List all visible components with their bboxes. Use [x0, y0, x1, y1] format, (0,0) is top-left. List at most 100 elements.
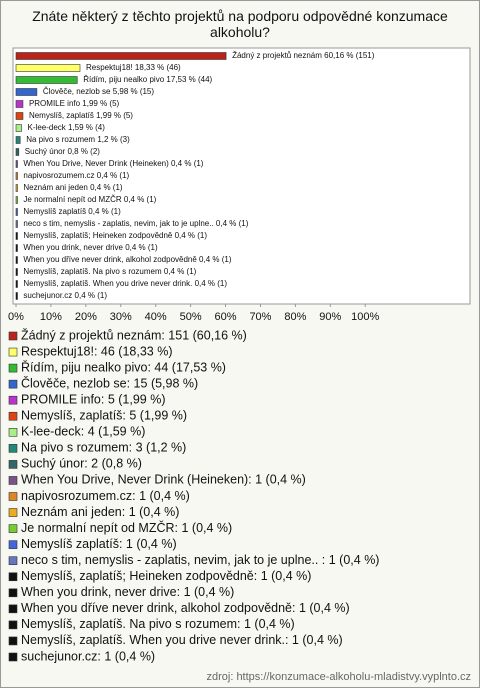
legend-marker: [8, 604, 18, 614]
data-label: napivosrozumem.cz 0,4 % (1): [23, 171, 129, 180]
legend-marker: [8, 524, 18, 533]
bar: [15, 88, 38, 96]
legend-label: Nemyslíš, zaplatíš: 5 (1,99 %): [21, 409, 187, 423]
legend-label: Člověče, nezlob se: 15 (5,98 %): [21, 375, 198, 390]
legend-label: When you drink, never drive: 1 (0,4 %): [21, 585, 234, 599]
bar: [15, 136, 21, 144]
x-tick-label: 50%: [180, 311, 202, 323]
legend-marker: [8, 363, 18, 373]
legend-label: Nemyslíš, zaplatíš. Na pivo s rozumem: 1…: [21, 617, 295, 631]
bar: [15, 124, 22, 132]
legend-label: Řídím, piju nealko pivo: 44 (17,53 %): [21, 359, 226, 374]
bar: [15, 268, 18, 276]
legend-marker: [8, 652, 18, 662]
x-tick-label: 20%: [75, 311, 97, 323]
legend-marker: [8, 556, 18, 566]
plot-area: [12, 47, 471, 305]
data-label: Neznám ani jeden 0,4 % (1): [23, 183, 123, 192]
bar: [15, 256, 18, 264]
legend-marker: [8, 540, 18, 549]
legend-label: Suchý únor: 2 (0,8 %): [21, 457, 142, 471]
data-label: Je normalní nepít od MZČR 0,4 % (1): [23, 195, 156, 204]
legend-label: napivosrozumem.cz: 1 (0,4 %): [21, 489, 190, 503]
x-tick-label: 30%: [110, 311, 132, 323]
x-tick-label: 90%: [319, 311, 341, 323]
legend-marker: [8, 492, 18, 501]
legend-label: Nemyslíš zaplatíš: 1 (0,4 %): [21, 537, 177, 551]
legend-label: PROMILE info: 5 (1,99 %): [21, 392, 166, 406]
legend-marker: [8, 620, 18, 630]
data-label: Suchý únor 0,8 % (2): [25, 147, 100, 156]
data-label: When you drink, never drive 0,4 % (1): [23, 243, 158, 252]
data-label: Nemyslíš, zaplatíš. Na pivo s rozumem 0,…: [23, 267, 196, 276]
bar: [15, 208, 18, 216]
data-label: Nemyslíš, zaplatíš. When you drive never…: [23, 279, 227, 288]
data-label: Nemyslíš zaplatíš 0,4 % (1): [23, 207, 121, 216]
data-label: Žádný z projektů neznám 60,16 % (151): [232, 51, 375, 60]
legend-label: Neznám ani jeden: 1 (0,4 %): [21, 505, 179, 519]
legend-marker: [8, 411, 18, 421]
data-label: Nemyslíš, zaplatíš 1,99 % (5): [29, 111, 133, 120]
legend-marker: [8, 460, 18, 469]
data-label: K-lee-deck 1,59 % (4): [28, 123, 106, 132]
data-label: neco s tim, nemyslis - zaplatis, nevim, …: [23, 219, 248, 228]
bar: [15, 112, 24, 120]
legend-label: K-lee-deck: 4 (1,59 %): [21, 425, 145, 439]
legend-label: Nemyslíš, zaplatíš; Heineken zodpovědně:…: [21, 569, 311, 583]
bar: [15, 292, 18, 300]
legend-label: Nemyslíš, zaplatíš. When you drive never…: [21, 633, 343, 647]
legend-marker: [8, 379, 18, 389]
data-label: Člověče, nezlob se 5,98 % (15): [43, 87, 155, 96]
bar: [15, 232, 18, 240]
data-label: When you dříve never drink, alkohol zodp…: [23, 255, 231, 264]
legend-marker: [8, 395, 18, 405]
legend-marker: [8, 636, 18, 646]
legend-label: Žádný z projektů neznám: 151 (60,16 %): [21, 327, 247, 342]
source: zdroj: https://konzumace-alkoholu-mladis…: [206, 671, 471, 683]
legend-marker: [8, 444, 18, 453]
legend-label: neco s tim, nemyslis - zaplatis, nevim, …: [21, 553, 379, 567]
data-label: Respektuj18! 18,33 % (46): [86, 63, 181, 72]
bar: [15, 148, 20, 156]
legend-label: Respektuj18!: 46 (18,33 %): [21, 344, 172, 358]
bar: [15, 196, 18, 204]
legend-label: suchejunor.cz: 1 (0,4 %): [21, 649, 155, 663]
legend-marker: [8, 347, 18, 357]
legend-label: When You Drive, Never Drink (Heineken): …: [21, 473, 306, 487]
bar: [15, 184, 18, 192]
x-tick-label: 70%: [249, 311, 271, 323]
bar: [15, 280, 18, 288]
legend-label: When you dříve never drink, alkohol zodp…: [21, 601, 350, 615]
legend-marker: [8, 476, 18, 485]
x-tick-label: 100%: [351, 311, 379, 323]
data-label: Nemyslíš, zaplatíš; Heineken zodpovědně …: [23, 231, 207, 240]
bar: [15, 52, 227, 60]
legend-marker: [8, 588, 18, 598]
legend-marker: [8, 427, 18, 437]
bar: [15, 100, 24, 108]
bar: [15, 244, 18, 252]
x-tick-label: 40%: [145, 311, 167, 323]
data-label: Na pivo s rozumem 1,2 % (3): [26, 135, 130, 144]
legend-label: Je normalní nepít od MZČR: 1 (0,4 %): [21, 520, 232, 535]
bar: [15, 64, 81, 72]
data-label: PROMILE info 1,99 % (5): [29, 99, 120, 108]
bar: [15, 160, 18, 168]
x-tick-label: 80%: [284, 311, 306, 323]
bar: [15, 76, 78, 84]
x-tick-label: 60%: [215, 311, 237, 323]
data-label: Řídím, piju nealko pivo 17,53 % (44): [83, 75, 212, 84]
x-tick-label: 0%: [8, 311, 24, 323]
chart-title: Znáte některý z těchto projektů na podpo…: [32, 8, 448, 40]
legend-label: Na pivo s rozumem: 3 (1,2 %): [21, 441, 186, 455]
bar: [15, 220, 18, 228]
x-tick-label: 10%: [40, 311, 62, 323]
data-label: When You Drive, Never Drink (Heineken) 0…: [23, 159, 203, 168]
legend-marker: [8, 331, 18, 341]
data-label: suchejunor.cz 0,4 % (1): [23, 291, 107, 300]
legend-marker: [8, 572, 18, 582]
bar: [15, 172, 18, 180]
legend-marker: [8, 508, 18, 517]
